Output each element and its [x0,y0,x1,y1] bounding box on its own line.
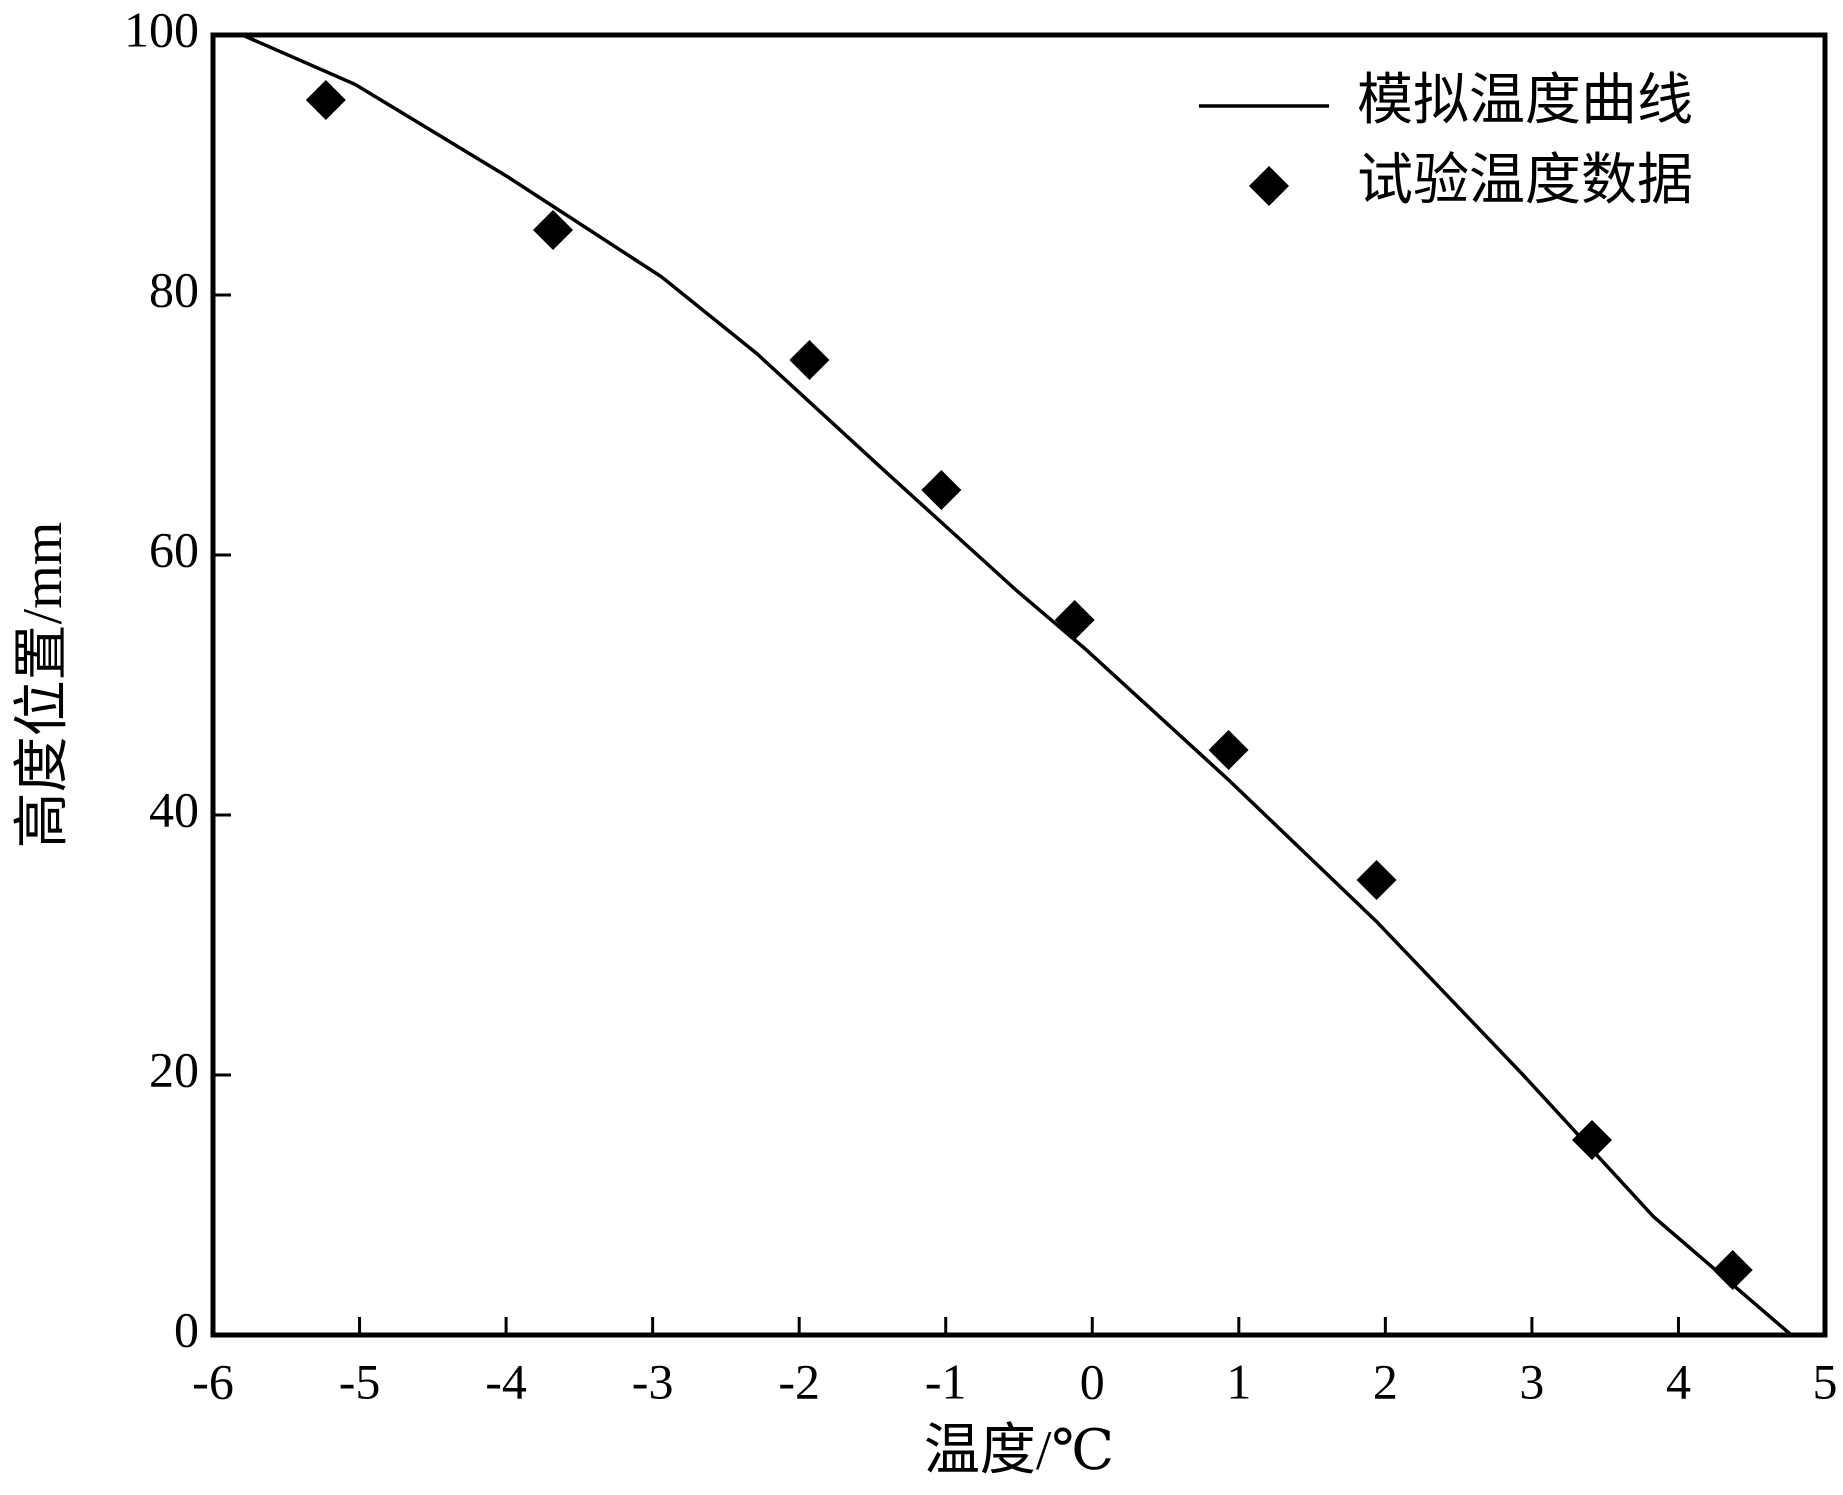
data-point [1712,1250,1753,1290]
x-tick-label: -2 [778,1353,820,1409]
data-point [1356,860,1397,900]
x-tick-label: -3 [632,1353,674,1409]
plot-frame [210,32,1828,1338]
data-point [921,470,962,510]
data-point [1571,1120,1612,1160]
x-tick-label: 0 [1080,1353,1105,1409]
legend-label: 试验温度数据 [1357,150,1693,212]
y-axis-label: 高度位置/mm [12,522,74,849]
x-tick-label: 1 [1226,1353,1251,1409]
data-point [305,80,346,120]
legend-label: 模拟温度曲线 [1357,70,1693,132]
curve [241,33,1793,1337]
x-tick-label: -6 [192,1353,234,1409]
data-point [789,340,830,380]
x-tick-label: -4 [485,1353,527,1409]
data-point [532,210,573,250]
x-tick-label: 2 [1373,1353,1398,1409]
x-tick-label: -5 [339,1353,381,1409]
y-tick-label: 80 [149,261,199,317]
x-tick-label: 5 [1813,1353,1838,1409]
y-tick-label: 40 [149,781,199,837]
x-tick-label: -1 [925,1353,967,1409]
data-point [1054,600,1095,640]
data-point [1208,730,1249,770]
y-tick-label: 20 [149,1041,199,1097]
y-tick-label: 100 [124,1,199,57]
legend-marker [1249,166,1289,206]
y-tick-label: 0 [174,1301,199,1357]
x-tick-label: 3 [1519,1353,1544,1409]
x-axis-label: 温度/℃ [924,1420,1114,1482]
x-tick-label: 4 [1666,1353,1691,1409]
y-tick-label: 60 [149,521,199,577]
